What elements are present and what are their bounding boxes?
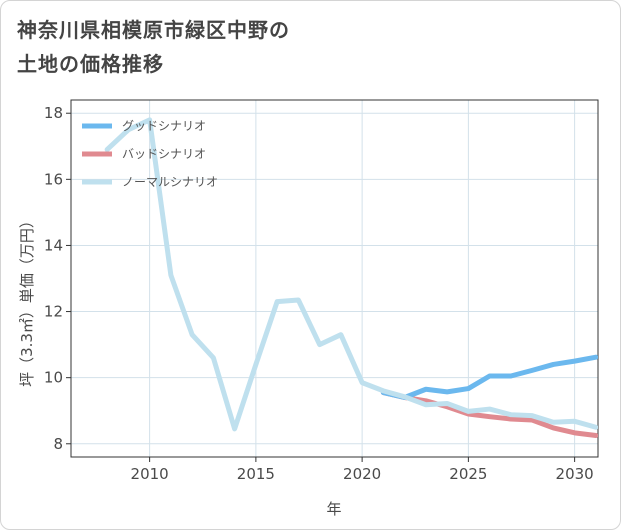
x-axis-label: 年: [326, 500, 341, 518]
plot-area-frame: [70, 99, 599, 458]
legend-label-bad: バッドシナリオ: [122, 147, 206, 161]
x-tick-label-2: 2020: [343, 465, 381, 483]
series-layer: [104, 117, 598, 439]
x-axis-ticks: 2010 2015 2020 2025 2030: [131, 457, 594, 483]
x-tick-label-1: 2015: [237, 465, 275, 483]
y-tick-label-0: 8: [53, 435, 63, 453]
x-tick-label-4: 2030: [556, 465, 594, 483]
chart-title-line-2: 土地の価格推移: [17, 52, 164, 76]
legend-label-good: グッドシナリオ: [122, 119, 206, 133]
chart-title-line-1: 神奈川県相模原市緑区中野の: [17, 18, 290, 42]
grid-lines: [71, 100, 598, 457]
x-tick-label-3: 2025: [449, 465, 487, 483]
y-tick-label-5: 18: [44, 104, 63, 122]
legend-label-normal: ノーマルシナリオ: [122, 175, 218, 189]
y-axis-label: 坪（3.3㎡）単価（万円）: [18, 213, 36, 387]
y-tick-label-2: 12: [44, 303, 63, 321]
chart-title: 神奈川県相模原市緑区中野の 土地の価格推移: [17, 13, 290, 81]
y-tick-label-1: 10: [44, 369, 63, 387]
y-axis-ticks: 8 10 12 14 16 18: [44, 104, 71, 453]
series-line-good: [380, 354, 598, 400]
y-tick-label-3: 14: [44, 236, 63, 254]
x-tick-label-0: 2010: [131, 465, 169, 483]
series-line-normal: [104, 117, 598, 432]
y-tick-label-4: 16: [44, 170, 63, 188]
